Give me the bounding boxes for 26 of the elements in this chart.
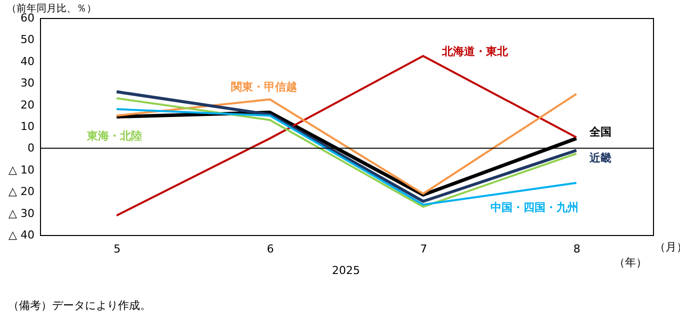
text: （年） [614, 255, 647, 270]
series-label: 中国・四国・九州 [490, 200, 578, 214]
y-tick-label: 30 [20, 76, 34, 90]
x-axis-title: （月） [654, 240, 680, 254]
text: 東海・北陸 [86, 129, 142, 142]
y-tick-label: 50 [20, 33, 34, 46]
y-tick-label: △ 30 [8, 206, 34, 220]
y-tick-label: 40 [20, 54, 34, 68]
y-tick-label: 0 [28, 142, 34, 155]
y-tick-label: △ 10 [8, 163, 34, 176]
text: （備考）データにより作成。 [8, 298, 151, 313]
series-label: 近畿 [588, 151, 612, 164]
y-tick-label: 60 [20, 12, 34, 24]
y-tick-label: △ 40 [8, 228, 34, 242]
x-tick-label: 8 [573, 242, 580, 256]
series-label: 北海道・東北 [441, 44, 510, 58]
y-tick-label: 20 [20, 98, 34, 112]
x-tick-label: 5 [114, 242, 121, 256]
x-tick-label: 7 [420, 242, 428, 256]
y-tick-label: 10 [20, 120, 34, 133]
x-tick-label: 6 [266, 242, 274, 256]
y-tick-label: △ 20 [8, 185, 34, 198]
text: 2025 [332, 264, 360, 277]
series-label: 全国 [588, 125, 612, 138]
series-label: 関東・甲信越 [230, 80, 297, 94]
y-axis-title: （前年同月比、％） [6, 2, 96, 14]
